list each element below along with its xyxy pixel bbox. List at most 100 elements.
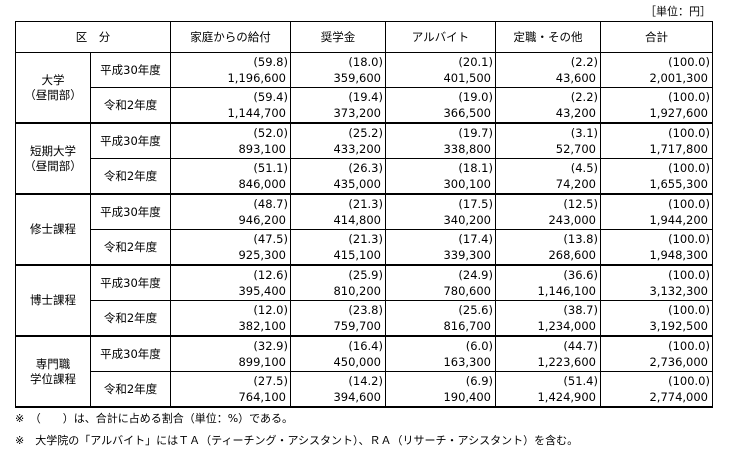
percent: (38.7): [563, 303, 598, 317]
percent: (6.0): [465, 339, 493, 353]
value-cell: (59.8) 1,196,600: [170, 52, 291, 88]
value-cell: (4.5) 74,200: [495, 158, 601, 195]
group-cell: 大学 （昼間部）: [15, 52, 91, 124]
amount: 340,200: [443, 213, 491, 227]
year-cell: 平成30年度: [90, 122, 171, 159]
percent: (36.6): [563, 268, 598, 282]
value-cell: (100.0) 1,944,200: [600, 193, 713, 230]
value-cell: (47.5) 925,300: [170, 229, 291, 266]
amount: 394,600: [333, 390, 381, 404]
group-label: 大学: [41, 72, 65, 87]
amount: 2,001,300: [649, 71, 708, 85]
value-cell: (18.1) 300,100: [385, 158, 496, 195]
value-cell: (19.0) 366,500: [385, 87, 496, 124]
percent: (26.3): [348, 161, 383, 175]
amount: 759,700: [333, 319, 381, 333]
percent: (25.2): [348, 126, 383, 140]
percent: (100.0): [668, 374, 710, 388]
percent: (100.0): [668, 303, 710, 317]
value-cell: (17.4) 339,300: [385, 229, 496, 266]
amount: 300,100: [443, 177, 491, 191]
percent: (100.0): [668, 161, 710, 175]
year-cell: 平成30年度: [90, 193, 171, 230]
value-cell: (13.8) 268,600: [495, 229, 601, 266]
note: ※ （ ）は、合計に占める割合（単位：%）である。: [15, 412, 294, 425]
value-cell: (36.6) 1,146,100: [495, 264, 601, 301]
year-cell: 平成30年度: [90, 335, 171, 372]
percent: (32.9): [253, 339, 288, 353]
value-cell: (6.0) 163,300: [385, 335, 496, 372]
unit-label: ［単位：円］: [645, 5, 711, 18]
amount: 2,774,000: [649, 390, 708, 404]
percent: (14.2): [348, 374, 383, 388]
group-label: （昼間部）: [24, 158, 82, 173]
amount: 373,200: [333, 106, 381, 120]
header-cell: 奨学金: [290, 21, 386, 53]
percent: (51.4): [563, 374, 598, 388]
amount: 366,500: [443, 106, 491, 120]
table-row: 令和2年度 (12.0) 382,100 (23.8) 759,700 (25.6) 816…: [16, 300, 713, 337]
amount: 2,736,000: [649, 355, 708, 369]
percent: (44.7): [563, 339, 598, 353]
amount: 74,200: [555, 177, 596, 191]
value-cell: (18.0) 359,600: [290, 52, 386, 88]
amount: 1,196,600: [227, 71, 286, 85]
amount: 415,100: [333, 248, 381, 262]
amount: 893,100: [238, 142, 286, 156]
percent: (59.8): [253, 55, 288, 69]
value-cell: (12.6) 395,400: [170, 264, 291, 301]
value-cell: (100.0) 2,774,000: [600, 371, 713, 408]
amount: 899,100: [238, 355, 286, 369]
amount: 52,700: [555, 142, 596, 156]
amount: 435,000: [333, 177, 381, 191]
amount: 1,944,200: [649, 213, 708, 227]
value-cell: (25.6) 816,700: [385, 300, 496, 337]
percent: (100.0): [668, 268, 710, 282]
percent: (2.2): [570, 55, 598, 69]
value-cell: (3.1) 52,700: [495, 122, 601, 159]
value-cell: (21.3) 415,100: [290, 229, 386, 266]
value-cell: (51.1) 846,000: [170, 158, 291, 195]
header-cell: 合計: [600, 21, 713, 53]
amount: 1,655,300: [649, 177, 708, 191]
amount: 268,600: [548, 248, 596, 262]
table-row: 博士課程 平成30年度 (12.6) 395,400 (25.9) 810,200 (24.…: [15, 264, 713, 337]
percent: (17.5): [458, 197, 493, 211]
amount: 780,600: [443, 284, 491, 298]
header-row: 区 分 家庭からの給付 奨学金 アルバイト 定職・その他 合計: [15, 21, 713, 53]
amount: 1,146,100: [537, 284, 596, 298]
header-cell: アルバイト: [385, 21, 496, 53]
amount: 764,100: [238, 390, 286, 404]
percent: (17.4): [458, 232, 493, 246]
amount: 816,700: [443, 319, 491, 333]
percent: (12.6): [253, 268, 288, 282]
data-table: 区 分 家庭からの給付 奨学金 アルバイト 定職・その他 合計 大学 （昼間部） 平成30年…: [15, 21, 713, 408]
table-row: 令和2年度 (59.4) 1,144,700 (19.4) 373,200 (19.0) 3…: [16, 87, 713, 124]
year-cell: 令和2年度: [90, 229, 171, 266]
amount: 163,300: [443, 355, 491, 369]
year-cell: 令和2年度: [90, 87, 171, 124]
amount: 1,424,900: [537, 390, 596, 404]
value-cell: (48.7) 946,200: [170, 193, 291, 230]
amount: 433,200: [333, 142, 381, 156]
amount: 925,300: [238, 248, 286, 262]
value-cell: (32.9) 899,100: [170, 335, 291, 372]
amount: 1,223,600: [537, 355, 596, 369]
value-cell: (100.0) 2,001,300: [600, 52, 713, 88]
header-cell: 家庭からの給付: [170, 21, 291, 53]
percent: (52.0): [253, 126, 288, 140]
percent: (23.8): [348, 303, 383, 317]
percent: (100.0): [668, 126, 710, 140]
year-cell: 平成30年度: [90, 52, 171, 88]
percent: (59.4): [253, 90, 288, 104]
percent: (16.4): [348, 339, 383, 353]
year-cell: 令和2年度: [90, 158, 171, 195]
percent: (27.5): [253, 374, 288, 388]
notes: ※ （ ）は、合計に占める割合（単位：%）である。 ※ 大学院の「アルバイト」には…: [15, 408, 578, 452]
value-cell: (2.2) 43,600: [495, 52, 601, 88]
group-cell: 短期大学 （昼間部）: [15, 122, 91, 195]
percent: (12.0): [253, 303, 288, 317]
value-cell: (100.0) 3,192,500: [600, 300, 713, 337]
percent: (19.0): [458, 90, 493, 104]
percent: (3.1): [570, 126, 598, 140]
